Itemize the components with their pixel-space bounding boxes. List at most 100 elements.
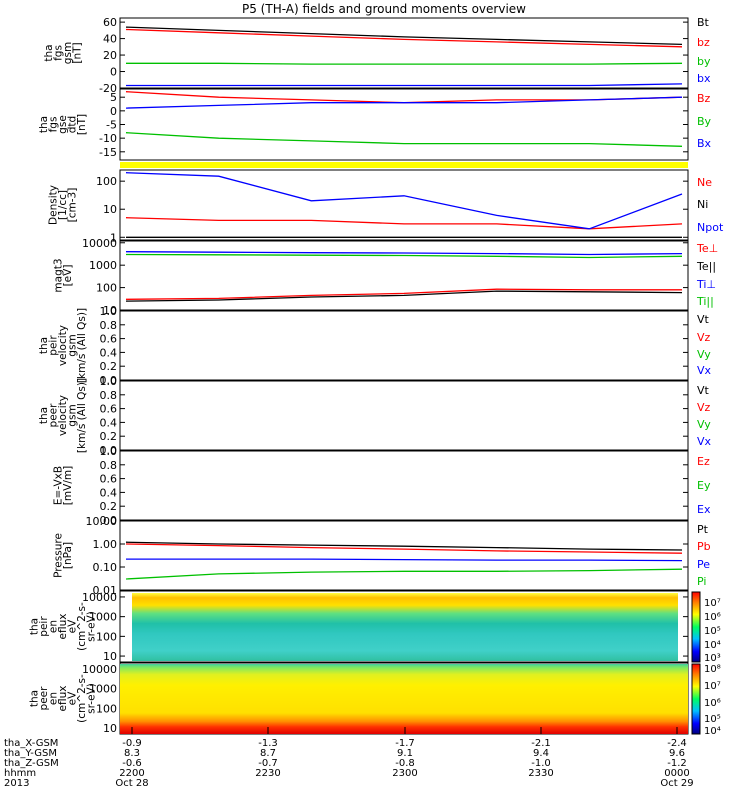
- peir_spectrogram-frame: [119, 590, 689, 663]
- peir-colorbar-label: 10⁶: [704, 612, 721, 623]
- hhmm-value: 2200: [119, 768, 144, 779]
- density-Npot-line: [125, 172, 683, 230]
- pressure-ylabel: [nPa]: [62, 542, 74, 569]
- density-ytick-label: 1: [110, 231, 117, 244]
- temperature-legend-1: Te||: [696, 260, 716, 273]
- peer_spectrogram-ylabel: eV: [67, 691, 79, 705]
- temperature-panel: 10000 1000 100 10 magt3[eV] Te⊥ Te|| Ti⊥ Ti||: [52, 237, 718, 317]
- peer_velocity-ylabel: [km/s (All Qs)]: [76, 378, 88, 453]
- pressure-frame: [119, 520, 689, 591]
- peir_velocity-frame: [119, 310, 689, 381]
- z-gsm-value: -1.2: [667, 758, 687, 769]
- peir-colorbar-label: 10⁴: [704, 640, 721, 651]
- efield-frame: [119, 450, 689, 521]
- hhmm-value: 2330: [528, 768, 553, 779]
- fgs_gsm-ytick-label: 60: [103, 16, 117, 29]
- peer_spectrogram-ylabel: (cm^2-s-: [76, 674, 88, 723]
- peir_velocity-ytick-label: 0.8: [100, 319, 118, 332]
- peer_spectrogram-ylabel: en: [48, 692, 60, 705]
- peir_spectrogram-ylabel: peir: [38, 616, 50, 637]
- fgs_gse_detrended-legend-1: By: [697, 115, 712, 128]
- peer_spectrogram-ytick-label: 1000: [89, 683, 117, 696]
- peer_velocity-ylabel: gsm: [67, 404, 79, 426]
- peer-spectrogram-image: [120, 664, 688, 734]
- density-legend-0: Ne: [697, 176, 712, 189]
- peir_velocity-ytick-label: 0.4: [100, 346, 118, 359]
- fgs_gsm-ytick-label: -20: [99, 82, 117, 95]
- peer_velocity-ytick-label: 0.0: [100, 444, 118, 457]
- peir-colorbar-labels: 10⁷ 10⁶ 10⁵ 10⁴ 10³: [704, 598, 721, 664]
- peer_spectrogram-ytick-label: 100: [96, 702, 117, 715]
- fgs_gsm-ylabel: fgs: [52, 45, 64, 61]
- fgs_gse_detrended-legend-0: Bz: [697, 92, 711, 105]
- fgs_gsm-ylabel: gsm: [62, 42, 74, 64]
- peer-colorbar-label: 10⁵: [704, 714, 721, 725]
- row-label-y-gsm: tha_Y-GSM: [4, 748, 57, 759]
- peer_velocity-ytick-label: 0.4: [100, 416, 118, 429]
- peer_spectrogram-ytick-label: 10000: [82, 663, 117, 676]
- peer-colorbar-label: 10⁸: [704, 664, 721, 675]
- peer_spectrogram-ylabel: eflux: [57, 686, 69, 712]
- peer_spectrogram-ytick-label: 10: [103, 722, 117, 735]
- efield-ylabel: E=-VxB: [52, 466, 64, 505]
- fgs_gsm-legend-3: bx: [697, 72, 711, 85]
- y-gsm-value: 9.4: [533, 748, 549, 759]
- row-label-year: 2013: [4, 778, 29, 789]
- hhmm-value: 0000: [664, 768, 689, 779]
- row-label-x-gsm: tha_X-GSM: [4, 738, 58, 749]
- pressure-ytick-label: 10.00: [86, 515, 118, 528]
- peer_velocity-ytick-label: 0.6: [100, 403, 118, 416]
- peir-colorbar-label: 10³: [704, 653, 721, 664]
- fgs_gse_detrended-ylabel: [nT]: [76, 114, 88, 135]
- peer_spectrogram-ylabel: tha: [29, 690, 41, 707]
- peir_velocity-legend-0: Vt: [697, 313, 710, 326]
- pressure-legend-3: Pi: [697, 575, 706, 588]
- peer_velocity-legend-1: Vz: [697, 401, 711, 414]
- temperature-Te||-line: [125, 290, 683, 302]
- time-axis-row-labels: tha_X-GSM tha_Y-GSM tha_Z-GSM hhmm 2013: [4, 738, 59, 789]
- fgs_gsm-ytick-label: 0: [110, 66, 117, 79]
- fgs_gse_detrended-ytick-label: -15: [99, 146, 117, 159]
- peer-colorbar-label: 10⁶: [704, 698, 721, 709]
- density-ylabel: [1/cc]: [57, 190, 69, 220]
- date-value: Oct 29: [660, 778, 693, 789]
- fgs_gsm-legend-1: bz: [697, 36, 710, 49]
- hhmm-value: 2230: [255, 768, 280, 779]
- peir_velocity-legend-2: Vy: [697, 348, 711, 361]
- efield-ytick-label: 0.0: [100, 514, 118, 527]
- temperature-ytick-label: 1000: [89, 259, 117, 272]
- temperature-legend-2: Ti⊥: [696, 278, 716, 291]
- temperature-Te⊥-line: [125, 288, 682, 300]
- fgs_gsm-ylabel: [nT]: [71, 42, 83, 63]
- efield-ytick-label: 1.0: [100, 445, 118, 458]
- x-gsm-value: -1.7: [395, 738, 415, 749]
- hhmm-value: 2300: [392, 768, 417, 779]
- row-label-hhmm: hhmm: [4, 768, 36, 779]
- density-ytick-label: 10: [103, 203, 117, 216]
- peir_spectrogram-panel: 10000 1000 100 10 thapeirenefluxeV(cm^2-s-sr…: [29, 590, 689, 663]
- x-gsm-value: -0.9: [122, 738, 142, 749]
- fgs_gsm-bx-line: [126, 83, 683, 87]
- temperature-frame: [119, 240, 689, 311]
- fgs_gse_detrended-By-line: [125, 132, 683, 147]
- density-Ne-line: [125, 217, 683, 230]
- x-gsm-value: -2.1: [531, 738, 551, 749]
- peer_velocity-legend-3: Vx: [697, 435, 712, 448]
- z-gsm-value: -0.8: [395, 758, 415, 769]
- peir_velocity-legend-1: Vz: [697, 331, 711, 344]
- peir_spectrogram-ylabel: en: [48, 620, 60, 633]
- peir_velocity-ylabel: tha: [38, 337, 50, 354]
- fgs_gsm-ylabel: tha: [43, 44, 55, 61]
- time-axis-ticks: [131, 727, 678, 734]
- z-gsm-value: -0.6: [122, 758, 142, 769]
- pressure-panel: 10.00 1.00 0.10 0.01 Pressure[nPa] Pt Pb Pe Pi: [52, 515, 710, 597]
- fgs_gse_detrended-Bx-line: [125, 96, 683, 109]
- efield-legend-2: Ex: [697, 503, 711, 516]
- peer_spectrogram-ylabel: sr-eV): [86, 683, 98, 714]
- pressure-ytick-label: 0.01: [93, 584, 118, 597]
- pressure-Pe-line: [126, 558, 683, 562]
- fgs_gsm-ytick-label: 20: [103, 49, 117, 62]
- peir_velocity-ylabel: velocity: [57, 325, 69, 366]
